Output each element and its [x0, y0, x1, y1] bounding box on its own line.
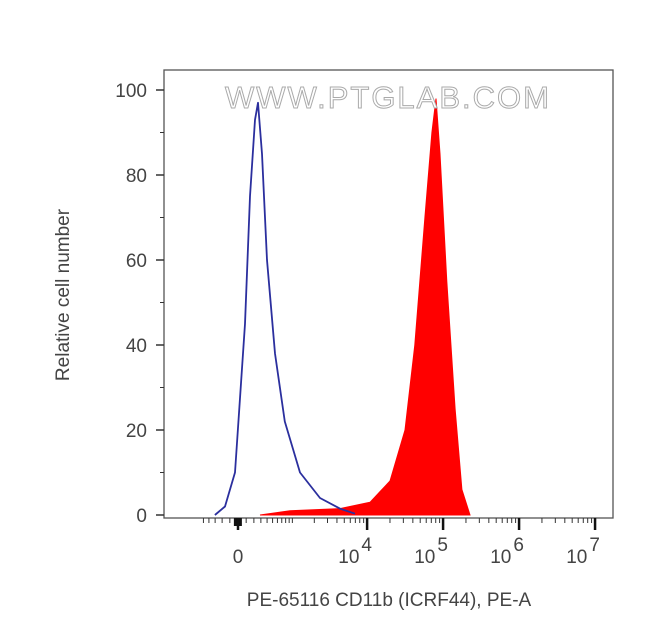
x-tick-label: 104	[338, 535, 372, 568]
x-tick-base: 0	[233, 547, 244, 568]
watermark: WWW.PTGLAB.COM	[225, 80, 551, 115]
series-filled-histogram	[259, 98, 471, 516]
x-tick-label: 107	[566, 535, 600, 568]
x-tick-exponent: 5	[437, 535, 448, 556]
series-outline-histogram	[214, 101, 356, 516]
y-tick-label: 80	[126, 166, 147, 187]
y-tick-label: 0	[136, 506, 147, 527]
x-tick-label: 105	[414, 535, 448, 568]
y-tick-label: 60	[126, 251, 147, 272]
x-tick-base: 10	[414, 547, 435, 568]
x-tick-label: 0	[233, 547, 244, 568]
x-tick-base: 10	[338, 547, 359, 568]
plot-frame	[163, 69, 614, 519]
x-tick-label: 106	[490, 535, 524, 568]
x-tick-exponent: 4	[361, 535, 372, 556]
y-tick-label: 40	[126, 336, 147, 357]
y-tick-label: 100	[115, 81, 147, 102]
x-tick-exponent: 6	[513, 535, 524, 556]
y-tick-label: 20	[126, 421, 147, 442]
x-tick-base: 10	[566, 547, 587, 568]
x-tick-exponent: 7	[589, 535, 600, 556]
x-axis-label: PE-65116 CD11b (ICRF44), PE-A	[247, 590, 532, 611]
y-axis-label: Relative cell number	[53, 208, 74, 381]
x-tick-base: 10	[490, 547, 511, 568]
